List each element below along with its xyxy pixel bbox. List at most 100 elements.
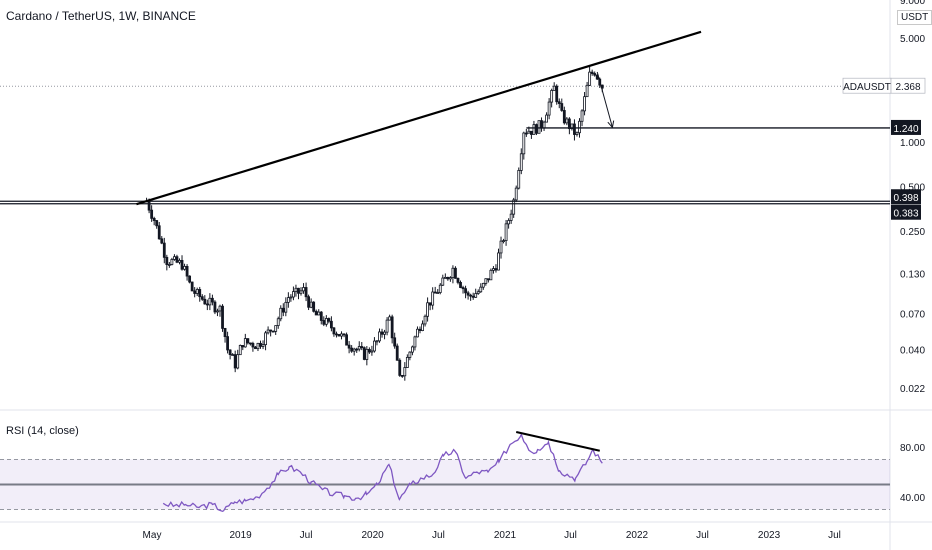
candle-body: [302, 287, 305, 292]
candle-body: [314, 310, 318, 316]
candle-body: [403, 367, 407, 377]
candle-body: [284, 301, 288, 313]
candle-body: [578, 120, 581, 134]
candle-body: [567, 118, 571, 130]
candle-body: [380, 331, 384, 335]
candle-body: [421, 323, 424, 331]
candle-body: [593, 73, 597, 76]
candle-body: [575, 132, 579, 135]
candle-body: [532, 124, 536, 135]
candle-body: [193, 290, 197, 294]
rsi-line: [162, 432, 603, 513]
candle-body: [345, 334, 348, 346]
rsi-trendline: [515, 431, 600, 452]
candle-body: [203, 298, 207, 305]
candle-body: [307, 296, 311, 308]
rsi-title: RSI (14, close): [6, 425, 79, 437]
candle-body: [426, 302, 430, 317]
price-tick-label: 0.070: [900, 309, 925, 320]
candle-body: [324, 318, 328, 325]
candle-body: [248, 342, 252, 345]
candle-body: [340, 333, 343, 337]
candle-body: [352, 348, 356, 352]
candle-body: [152, 217, 156, 221]
candle-body: [537, 120, 541, 134]
candle-body: [357, 346, 361, 350]
chart-title: Cardano / TetherUS, 1W, BINANCE: [6, 9, 196, 23]
candle-body: [416, 328, 419, 338]
candle-body: [231, 354, 235, 356]
candle-body: [150, 209, 154, 219]
time-tick-label: May: [143, 530, 162, 541]
candle-body: [223, 328, 227, 338]
candle-body: [405, 357, 409, 368]
candle-body: [466, 292, 470, 296]
candle-body: [373, 340, 376, 352]
candle-body: [281, 307, 285, 313]
symbol-label: ADAUSDT: [843, 82, 891, 93]
last-price-box: [890, 77, 926, 94]
candle-body: [461, 287, 465, 290]
candle-body: [195, 289, 199, 294]
candle-body: [226, 336, 229, 351]
candle-body: [570, 123, 574, 130]
time-tick-label: Jul: [432, 530, 445, 541]
candle-body: [565, 118, 569, 124]
candle-body: [446, 276, 450, 280]
candle-body: [451, 267, 455, 279]
candle-body: [251, 343, 255, 348]
candle-body: [271, 330, 275, 333]
time-tick-label: 2021: [494, 530, 517, 541]
candle-body: [304, 287, 308, 298]
candle-body: [329, 320, 333, 329]
candle-body: [342, 333, 346, 336]
candle-body: [370, 350, 374, 353]
candle-body: [243, 338, 247, 348]
candle-body: [218, 305, 222, 312]
level-label: 1.240: [893, 124, 918, 135]
candle-body: [484, 278, 488, 284]
candle-body: [286, 297, 290, 303]
candle-body: [535, 124, 538, 134]
level-label-box: [891, 189, 921, 205]
candle-body: [512, 199, 516, 215]
candle-body: [383, 331, 386, 335]
candle-body: [507, 220, 511, 225]
candle-body: [213, 301, 217, 313]
candle-body: [350, 347, 354, 352]
candle-body: [167, 264, 171, 266]
candle-body: [433, 291, 437, 294]
candle-body: [413, 336, 417, 348]
candle-body: [238, 345, 242, 356]
candle-body: [266, 329, 270, 334]
price-tick-label: 5.000: [900, 34, 925, 45]
candle-body: [552, 85, 556, 91]
candle-body: [294, 287, 298, 293]
price-tick-label: 0.022: [900, 384, 925, 395]
candle-body: [423, 315, 427, 325]
candle-body: [269, 329, 273, 332]
candle-body: [178, 259, 181, 263]
candle-body: [519, 153, 523, 171]
candle-body: [362, 347, 366, 360]
candle-body: [474, 293, 478, 298]
candle-body: [221, 305, 224, 329]
candle-body: [431, 291, 435, 306]
candle-body: [583, 96, 586, 112]
candle-body: [185, 266, 189, 277]
candle-body: [540, 120, 543, 129]
candle-body: [183, 266, 186, 270]
candle-body: [560, 103, 564, 111]
time-tick-label: 2020: [362, 530, 385, 541]
candle-body: [454, 267, 457, 279]
price-tick-label: 0.130: [900, 269, 925, 280]
price-tick-label: 0.250: [900, 227, 925, 238]
time-tick-label: 2023: [758, 530, 781, 541]
candle-body: [499, 240, 503, 254]
candle-body: [327, 318, 331, 322]
candle-body: [388, 316, 392, 321]
candle-body: [545, 114, 548, 123]
candle-body: [274, 325, 278, 332]
candle-body: [492, 268, 495, 271]
